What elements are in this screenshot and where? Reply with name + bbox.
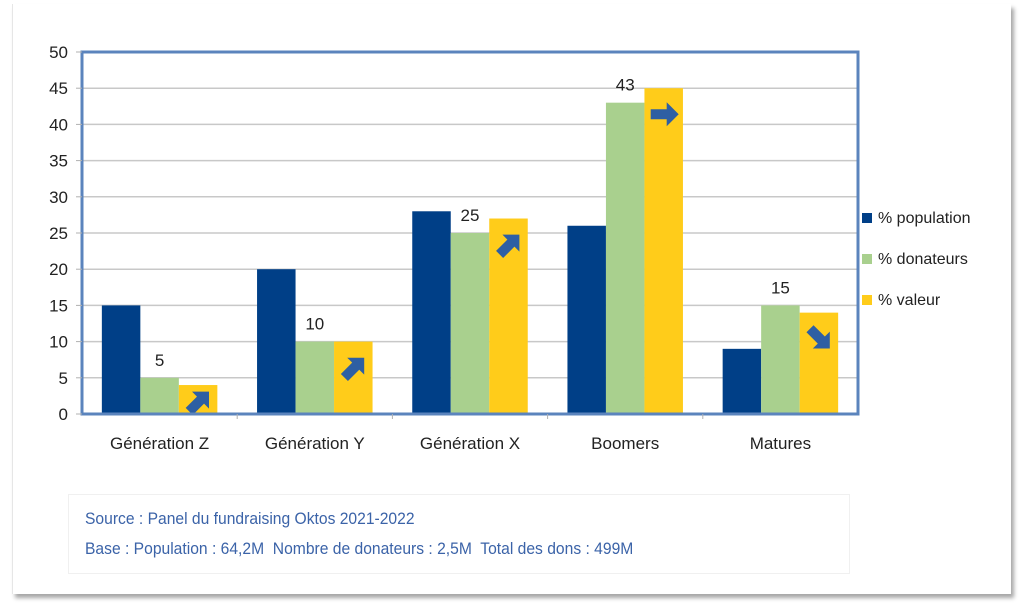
bar-population bbox=[101, 305, 141, 414]
bar-valeur bbox=[799, 312, 839, 414]
y-tick-label: 0 bbox=[59, 405, 68, 424]
legend: % population % donateurs % valeur bbox=[862, 210, 971, 309]
data-label: 10 bbox=[305, 315, 324, 334]
y-axis: 0 5 10 15 20 25 30 35 40 45 50 bbox=[49, 43, 82, 424]
arrow-up-right-icon bbox=[185, 391, 209, 415]
x-category-label: Génération Y bbox=[265, 434, 365, 453]
base-text: Base : Population : 64,2M Nombre de dona… bbox=[85, 539, 634, 558]
x-category-label: Boomers bbox=[591, 434, 659, 453]
data-label: 25 bbox=[461, 206, 480, 225]
y-tick-label: 45 bbox=[49, 79, 68, 98]
legend-swatch bbox=[862, 295, 872, 305]
x-category-label: Génération Z bbox=[110, 434, 209, 453]
y-tick-label: 15 bbox=[49, 296, 68, 315]
arrow-up-right-icon bbox=[340, 357, 365, 382]
y-tick-label: 50 bbox=[49, 43, 68, 62]
bar-population bbox=[257, 269, 296, 414]
bar-valeur bbox=[644, 88, 683, 414]
bar-population bbox=[722, 348, 762, 414]
y-tick-label: 25 bbox=[49, 224, 68, 243]
legend-label: % donateurs bbox=[878, 251, 968, 268]
legend-label: % valeur bbox=[878, 292, 941, 309]
bars bbox=[101, 88, 839, 415]
legend-label: % population bbox=[878, 210, 971, 227]
arrow-down-right-icon bbox=[806, 325, 830, 349]
legend-swatch bbox=[862, 213, 872, 223]
bar-valeur bbox=[334, 341, 373, 414]
bar-donateurs bbox=[140, 377, 179, 414]
data-label: 43 bbox=[616, 76, 635, 95]
arrow-right-icon bbox=[650, 102, 679, 127]
bar-donateurs bbox=[605, 102, 645, 415]
y-tick-label: 30 bbox=[49, 188, 68, 207]
y-tick-label: 10 bbox=[49, 333, 68, 352]
y-tick-label: 35 bbox=[49, 152, 68, 171]
bar-population bbox=[567, 225, 606, 414]
source-text: Source : Panel du fundraising Oktos 2021… bbox=[85, 509, 415, 528]
data-labels: 5 10 25 43 15 bbox=[155, 76, 790, 370]
source-note: Source : Panel du fundraising Oktos 2021… bbox=[68, 494, 850, 574]
bar-donateurs bbox=[295, 341, 335, 414]
y-tick-label: 40 bbox=[49, 115, 68, 134]
bar-donateurs bbox=[761, 305, 800, 414]
x-category-label: Génération X bbox=[420, 434, 520, 453]
data-label: 5 bbox=[155, 351, 164, 370]
data-label: 15 bbox=[771, 278, 790, 297]
y-tick-label: 20 bbox=[49, 260, 68, 279]
y-tick-label: 5 bbox=[59, 369, 68, 388]
bar-donateurs bbox=[450, 233, 490, 414]
bar-population bbox=[412, 211, 451, 414]
legend-swatch bbox=[862, 254, 872, 264]
x-axis: Génération Z Génération Y Génération X Boom… bbox=[110, 414, 811, 453]
arrow-up-right-icon bbox=[496, 234, 520, 258]
trend-arrows bbox=[185, 102, 830, 415]
x-category-label: Matures bbox=[750, 434, 811, 453]
